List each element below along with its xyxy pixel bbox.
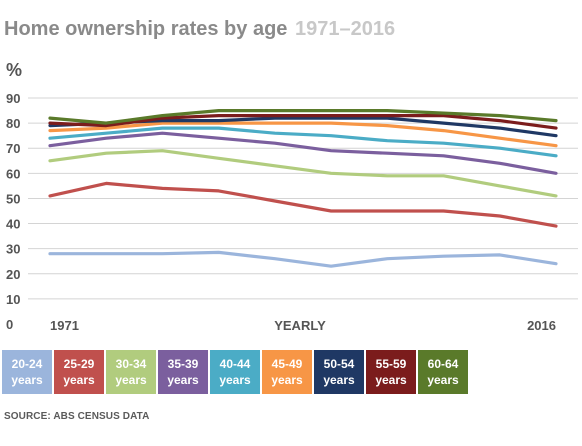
series-lines [48,108,558,268]
legend-years-label: years [427,373,459,387]
x-tick-label: YEARLY [274,318,326,333]
x-tick-label: 2016 [527,318,556,333]
y-tick-label: 50 [6,191,20,206]
legend-age-label: 45-49 [271,357,303,371]
legend-age-label: 55-59 [375,357,407,371]
legend-years-label: years [271,373,303,387]
x-tick-labels: 1971 YEARLY 2016 [50,318,556,333]
series-line-60-64-years [48,108,558,125]
legend-age-label: 40-44 [219,357,251,371]
y-unit-label: % [6,60,23,80]
y-tick-labels: 0 10 20 30 40 50 60 70 80 90 [6,91,20,332]
legend-item: 60-64 years [418,350,468,394]
y-tick-label: 70 [6,141,20,156]
legend-years-label: years [375,373,407,387]
y-tick-label: 0 [6,317,13,332]
chart-title: Home ownership rates by age 1971–2016 [4,18,395,41]
legend-item: 45-49 years [262,350,312,394]
legend-age-label: 20-24 [11,357,43,371]
legend-item: 30-34 years [106,350,156,394]
legend-age-label: 25-29 [63,357,95,371]
series-line-40-44-years [48,126,558,158]
chart-title-text: Home ownership rates by age [4,18,288,40]
legend-age-label: 60-64 [427,357,459,371]
series-line-35-39-years [48,131,558,175]
legend-item: 40-44 years [210,350,260,394]
series-line-20-24-years [48,250,558,268]
legend: 20-24 years 25-29 years 30-34 years 35-39 years… [2,350,468,394]
y-tick-label: 20 [6,267,20,282]
y-tick-label: 30 [6,242,20,257]
series-line-25-29-years [48,181,558,228]
legend-years-label: years [323,373,355,387]
legend-age-label: 50-54 [323,357,355,371]
legend-years-label: years [63,373,95,387]
chart-subtitle: 1971–2016 [294,18,396,40]
series-line-45-49-years [48,121,558,148]
legend-years-label: years [167,373,199,387]
legend-item: 25-29 years [54,350,104,394]
legend-item: 50-54 years [314,350,364,394]
legend-years-label: years [219,373,251,387]
y-tick-label: 10 [6,292,20,307]
legend-years-label: years [11,373,43,387]
y-tick-label: 60 [6,166,20,181]
legend-age-label: 35-39 [167,357,199,371]
y-tick-label: 40 [6,217,20,232]
legend-item: 55-59 years [366,350,416,394]
source-note: SOURCE: ABS CENSUS DATA [4,411,150,422]
series-line-55-59-years [48,113,558,130]
series-line-30-34-years [48,149,558,198]
legend-years-label: years [115,373,147,387]
x-tick-label: 1971 [50,318,79,333]
legend-item: 35-39 years [158,350,208,394]
legend-item: 20-24 years [2,350,52,394]
y-tick-label: 80 [6,116,20,131]
y-tick-label: 90 [6,91,20,106]
line-chart: 0 10 20 30 40 50 60 70 80 90 1971 YEARLY 2016 [6,91,578,333]
legend-age-label: 30-34 [115,357,147,371]
